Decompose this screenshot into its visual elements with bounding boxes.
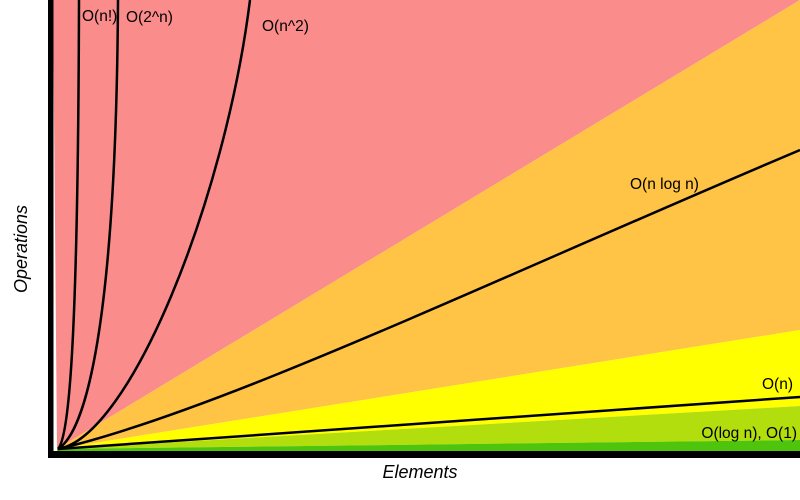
label-o-log-n-o-1: O(log n), O(1) [701, 425, 797, 442]
label-o-n-factorial: O(n!) [82, 8, 117, 25]
region-fair-yellow [57, 330, 800, 449]
region-bad-orange [57, 0, 800, 449]
curve-n-factorial [57, 0, 81, 450]
region-horrible-red [53, 0, 800, 449]
label-o-n: O(n) [762, 376, 793, 393]
region-excellent-green [57, 440, 800, 452]
curve-n-linear [57, 395, 800, 451]
x-axis-line [48, 451, 800, 458]
curve-n-squared [57, 0, 252, 451]
curve-2-pow-n [57, 0, 120, 451]
x-axis-title: Elements [382, 462, 457, 482]
curve-n-log-n [57, 148, 800, 451]
label-o-n-squared: O(n^2) [262, 18, 309, 35]
label-o-n-log-n: O(n log n) [630, 176, 699, 193]
label-o-2-pow-n: O(2^n) [126, 9, 173, 26]
region-good-yellowgreen [57, 406, 800, 449]
y-axis-line [48, 0, 54, 458]
y-axis-title: Operations [11, 205, 31, 293]
